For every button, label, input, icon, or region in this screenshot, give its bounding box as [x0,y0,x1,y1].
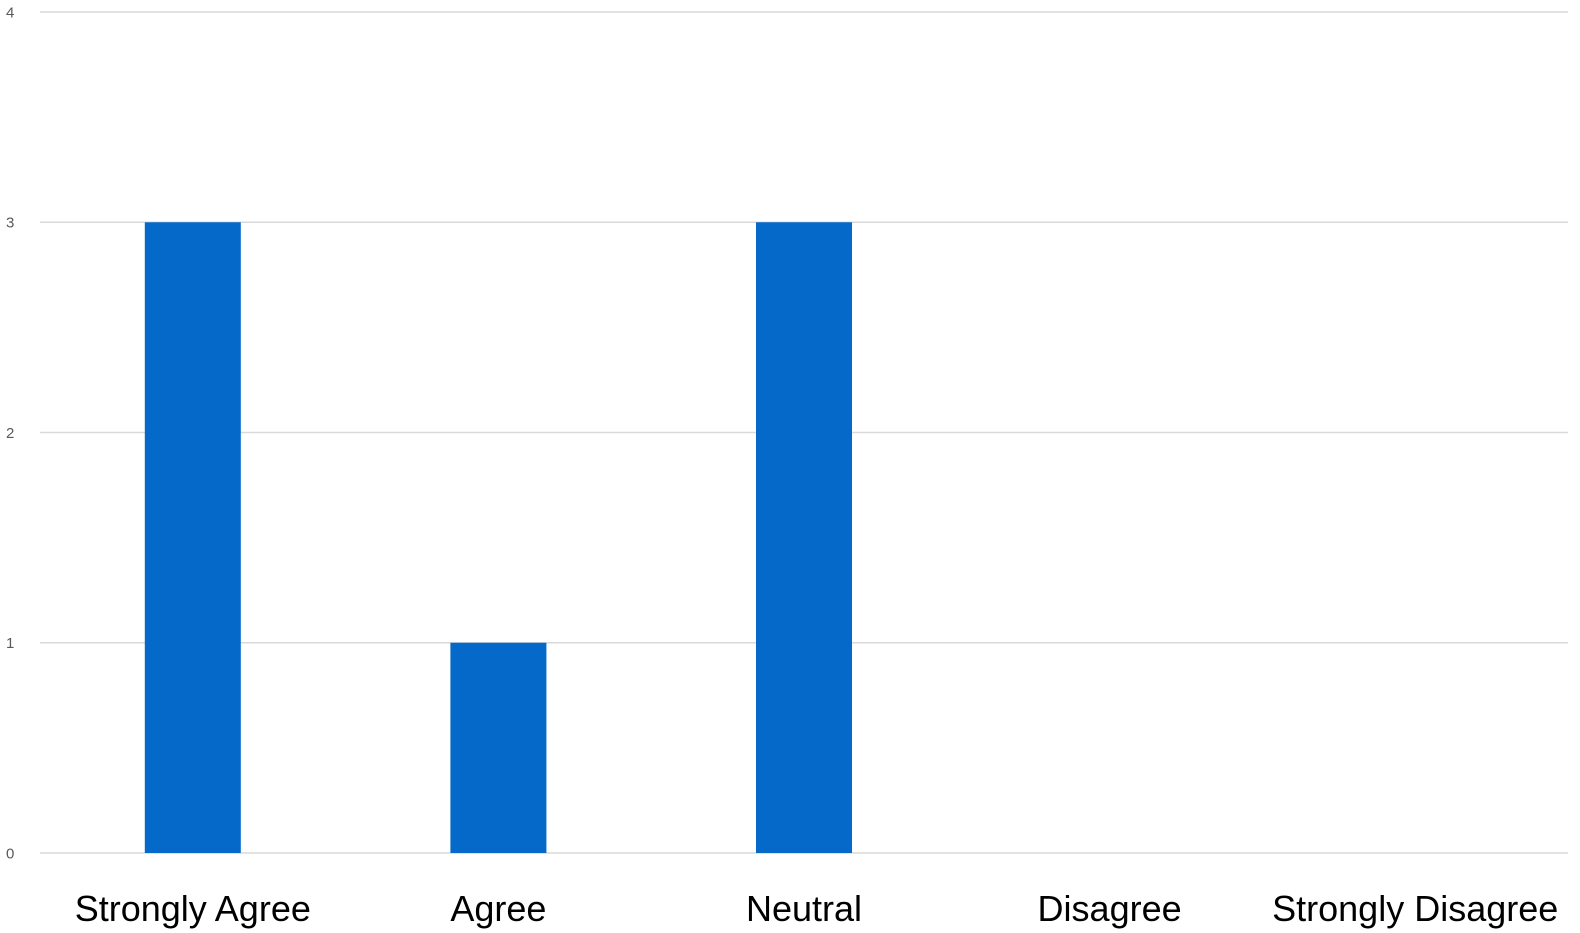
bars [144,222,852,853]
bar-agree [450,642,547,853]
y-tick-label: 0 [6,845,14,862]
y-tick-label: 4 [6,4,14,21]
y-tick-label: 3 [6,215,14,232]
bar-strongly-agree [144,222,241,853]
x-axis-category-labels: Strongly Agree Agree Neutral Disagree Strong… [75,888,1559,929]
y-tick-label: 2 [6,425,14,442]
x-category-label: Strongly Agree [75,888,311,929]
x-category-label: Neutral [746,888,862,929]
bar-neutral [756,222,852,853]
x-category-label: Strongly Disagree [1272,888,1558,929]
x-category-label: Agree [450,888,546,929]
y-axis-tick-labels: 0 1 2 3 4 [6,4,14,862]
y-tick-label: 1 [6,635,14,652]
x-category-label: Disagree [1038,888,1182,929]
